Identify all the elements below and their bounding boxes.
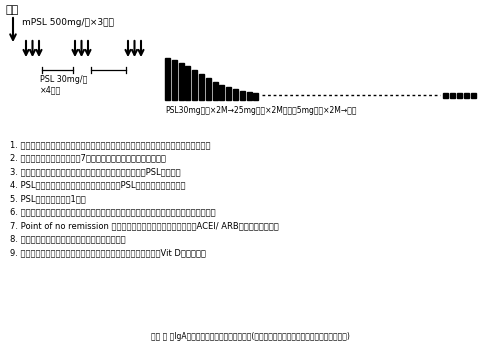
Bar	[199, 74, 204, 100]
Text: 6. 蛋白尿の程度、年令、血管病変などを考慮して抗血小板薬をステロイド投与中は併用。: 6. 蛋白尿の程度、年令、血管病変などを考慮して抗血小板薬をステロイド投与中は併…	[10, 207, 216, 217]
Text: 7. Point of no remission を過ぎていることが推定される場合はACEI/ ARBを最初から併用。: 7. Point of no remission を過ぎていることが推定される場…	[10, 221, 279, 230]
Bar	[165, 58, 170, 100]
Text: PSL 30mg/日
×4日間: PSL 30mg/日 ×4日間	[40, 75, 88, 94]
Bar	[192, 70, 197, 100]
Text: 5. PSL投与期間は最長1年。: 5. PSL投与期間は最長1年。	[10, 194, 86, 203]
Bar	[178, 63, 184, 100]
Bar	[172, 60, 177, 100]
Bar	[186, 66, 190, 100]
Text: 堀田 修 「IgA腎症の病態と扁摘パルス療法」(メディカルサイエンス・インターナショナル): 堀田 修 「IgA腎症の病態と扁摘パルス療法」(メディカルサイエンス・インターナ…	[150, 332, 350, 341]
Text: 1. 扁摘はパルスの後でも良く、扁摘とパルスはどちらが先でも治療効果に差異はない。: 1. 扁摘はパルスの後でも良く、扁摘とパルスはどちらが先でも治療効果に差異はない…	[10, 140, 210, 149]
Bar	[240, 91, 245, 100]
Text: 3. パルス施行中に寛解になった例は原則としてパルス後のPSLは不要。: 3. パルス施行中に寛解になった例は原則としてパルス後のPSLは不要。	[10, 167, 180, 176]
Bar	[233, 89, 238, 100]
Text: 扁摘: 扁摘	[5, 5, 18, 15]
Text: mPSL 500mg/日×3日間: mPSL 500mg/日×3日間	[22, 18, 114, 27]
Bar	[226, 87, 231, 100]
Bar	[246, 92, 252, 100]
Text: 8. ステロイド投与中は抗潰瘍薬を予防的に併用。: 8. ステロイド投与中は抗潰瘍薬を予防的に併用。	[10, 234, 126, 244]
Bar	[450, 93, 455, 98]
Bar	[464, 93, 469, 98]
Bar	[212, 82, 218, 100]
Bar	[206, 78, 211, 100]
Bar	[254, 93, 258, 100]
Text: 2. 扁摘からパルス開始までは7日間以上あけることを原則とする。: 2. 扁摘からパルス開始までは7日間以上あけることを原則とする。	[10, 153, 166, 163]
Bar	[443, 93, 448, 98]
Text: PSL30mg隔日×2M→25mg隔日×2M・・・5mg隔日×2M→終了: PSL30mg隔日×2M→25mg隔日×2M・・・5mg隔日×2M→終了	[165, 106, 356, 115]
Text: 4. PSL減漸中に寛解になった場合はその後のPSLの急速な減量が可能。: 4. PSL減漸中に寛解になった場合はその後のPSLの急速な減量が可能。	[10, 180, 186, 190]
Bar	[220, 85, 224, 100]
Text: 9. 閉経後の女性にはステロイド投与中ビスフォスフォネート薬かVit D薬を併用。: 9. 閉経後の女性にはステロイド投与中ビスフォスフォネート薬かVit D薬を併用…	[10, 248, 206, 257]
Bar	[457, 93, 462, 98]
Bar	[471, 93, 476, 98]
